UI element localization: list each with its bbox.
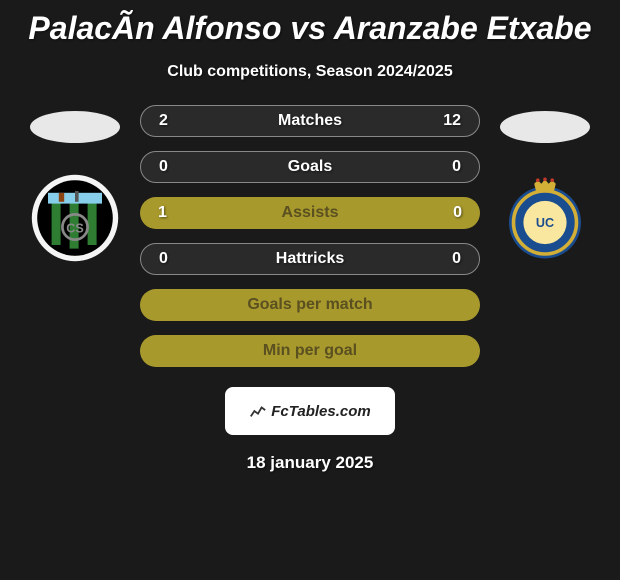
stat-left-value: 0 — [159, 158, 189, 176]
stat-right-value: 0 — [431, 158, 461, 176]
chart-icon — [249, 402, 267, 420]
date-text: 18 january 2025 — [0, 453, 620, 473]
stats-column: 2 Matches 12 0 Goals 0 1 Assists 0 0 Hat… — [140, 105, 480, 367]
stat-row-hattricks: 0 Hattricks 0 — [140, 243, 480, 275]
stat-right-value: 12 — [431, 112, 461, 130]
stat-row-matches: 2 Matches 12 — [140, 105, 480, 137]
stat-row-goals: 0 Goals 0 — [140, 151, 480, 183]
club-left-badge: CS — [30, 173, 120, 263]
comparison-content: CS 2 Matches 12 0 Goals 0 1 Assists 0 0 … — [0, 105, 620, 367]
stat-right-value: 0 — [432, 204, 462, 222]
svg-text:UC: UC — [536, 216, 554, 230]
stat-right-value: 0 — [431, 250, 461, 268]
stat-row-assists: 1 Assists 0 — [140, 197, 480, 229]
stat-left-value: 1 — [158, 204, 188, 222]
stat-row-min-per-goal: Min per goal — [140, 335, 480, 367]
svg-text:CS: CS — [66, 221, 84, 235]
right-column: UC — [500, 105, 590, 263]
footer-logo: FcTables.com — [225, 387, 395, 435]
stat-row-goals-per-match: Goals per match — [140, 289, 480, 321]
stat-label: Goals per match — [247, 296, 372, 314]
stat-label: Min per goal — [263, 342, 357, 360]
left-column: CS — [30, 105, 120, 263]
stat-label: Matches — [278, 112, 342, 130]
stat-label: Goals — [288, 158, 332, 176]
footer-logo-text: FcTables.com — [271, 403, 370, 420]
player-right-avatar — [500, 111, 590, 143]
stat-left-value: 0 — [159, 250, 189, 268]
stat-label: Hattricks — [276, 250, 344, 268]
page-title: PalacÃ­n Alfonso vs Aranzabe Etxabe — [0, 10, 620, 47]
subtitle: Club competitions, Season 2024/2025 — [0, 63, 620, 81]
stat-left-value: 2 — [159, 112, 189, 130]
player-left-avatar — [30, 111, 120, 143]
club-right-badge: UC — [500, 173, 590, 263]
stat-label: Assists — [282, 204, 339, 222]
